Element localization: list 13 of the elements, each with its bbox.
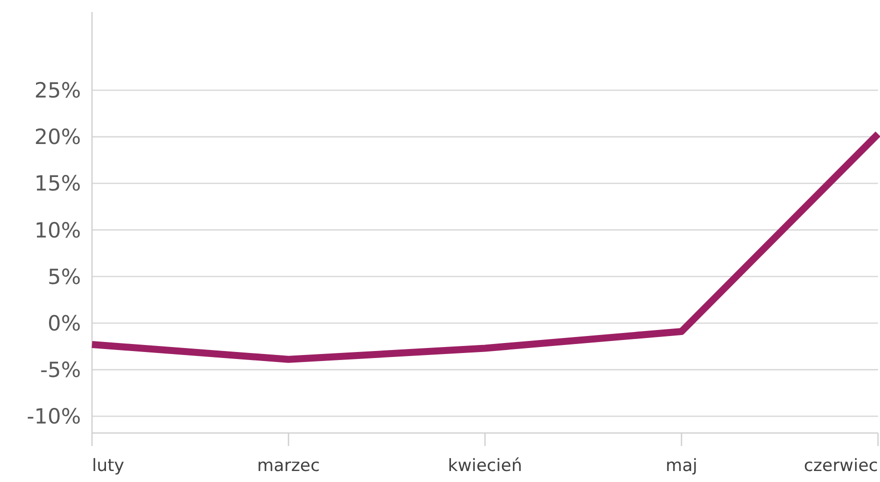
x-tick-label: czerwiec [804, 456, 878, 476]
y-tick-label: 0% [48, 311, 81, 336]
x-tick-label: maj [666, 456, 698, 476]
y-tick-label: 20% [34, 125, 81, 150]
y-tick-label: -5% [40, 358, 81, 382]
y-tick-label: 10% [34, 218, 81, 242]
x-tick-label: luty [92, 456, 124, 476]
x-tick-label: marzec [257, 456, 320, 476]
y-tick-label: 5% [48, 264, 81, 289]
x-tick-label: kwiecień [448, 456, 522, 476]
y-tick-label: 25% [34, 78, 81, 103]
y-tick-label: -10% [26, 404, 81, 429]
y-tick-label: 15% [34, 172, 81, 196]
